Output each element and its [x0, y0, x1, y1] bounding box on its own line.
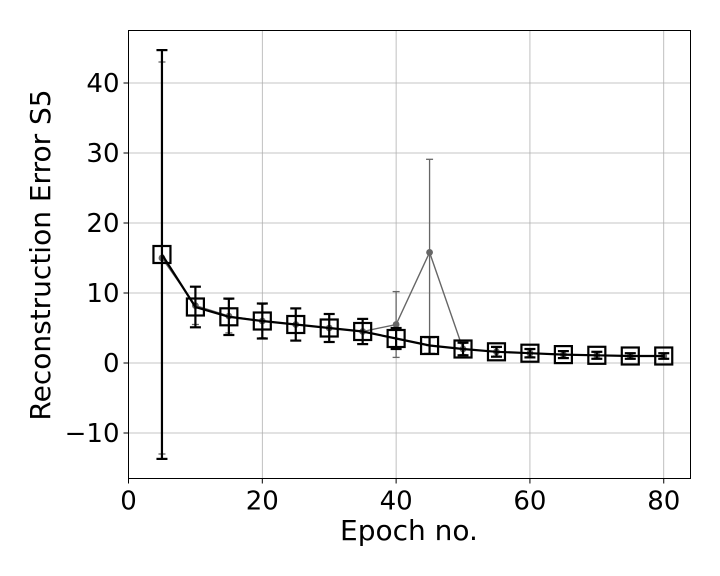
y-tick-label: 30 — [86, 139, 119, 169]
series-line — [161, 253, 664, 358]
x-tick-label: 20 — [246, 487, 279, 517]
series-layer — [152, 48, 674, 460]
data-point-circle — [392, 321, 400, 328]
y-axis-label: Reconstruction Error S5 — [24, 89, 57, 420]
data-point-square — [620, 346, 640, 366]
data-point-square — [386, 328, 406, 349]
y-tick-label: 40 — [86, 69, 119, 99]
data-point-square — [319, 318, 339, 338]
y-tick-label: −10 — [65, 419, 120, 449]
x-axis-label: Epoch no. — [340, 514, 478, 547]
x-tick-label: 80 — [647, 487, 680, 517]
x-tick-label: 0 — [120, 487, 137, 517]
series-line — [161, 250, 664, 357]
data-point-square — [553, 345, 573, 365]
data-point-square — [520, 343, 540, 363]
data-point-square — [185, 297, 206, 317]
data-point-square — [587, 345, 607, 365]
series-2 — [152, 48, 674, 460]
data-point-square — [453, 339, 473, 359]
y-tick-label: 20 — [86, 209, 119, 239]
y-axis: −10 0 10 20 30 40 — [65, 69, 129, 449]
data-point-circle — [426, 249, 433, 256]
x-axis: 0 20 40 60 80 — [120, 478, 680, 517]
data-point-square — [654, 346, 674, 366]
data-point-square — [152, 244, 172, 265]
grid — [128, 30, 691, 479]
data-point-square — [353, 321, 373, 342]
x-tick-label: 40 — [380, 487, 413, 517]
data-point-square — [486, 342, 507, 362]
y-tick-label: 10 — [86, 279, 119, 309]
data-point-square — [219, 307, 239, 327]
data-point-square — [252, 311, 272, 331]
y-tick-label: 0 — [103, 349, 120, 379]
x-tick-label: 60 — [513, 487, 546, 517]
data-point-square — [286, 314, 306, 335]
data-point-square — [419, 335, 440, 356]
plot-frame — [128, 30, 691, 479]
series-1 — [158, 61, 668, 455]
